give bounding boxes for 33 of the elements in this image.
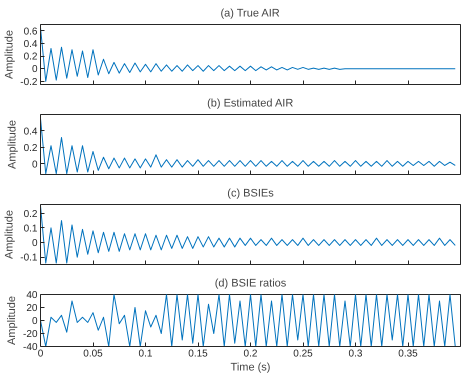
- chart-title: (a) True AIR: [220, 8, 280, 20]
- y-tick-label: 0: [32, 316, 38, 327]
- y-tick-label: 0.4: [24, 126, 38, 138]
- x-tick-label: 0.1: [138, 348, 153, 360]
- x-axis-title: Time (s): [230, 362, 270, 374]
- x-tick-label: 0.2: [244, 348, 258, 360]
- x-tick-label: 0.35: [398, 348, 418, 360]
- y-tick-label: 0: [32, 64, 38, 76]
- chart-title: (c) BSIEs: [227, 188, 274, 200]
- y-tick-label: 0: [32, 159, 38, 170]
- y-tick-label: 0.1: [24, 223, 38, 234]
- y-tick-label: 0.4: [24, 38, 38, 50]
- x-tick-label: 0.3: [348, 348, 363, 360]
- y-axis-title: Amplitude: [3, 210, 16, 259]
- y-tick-label: -0.2: [20, 76, 38, 88]
- y-tick-label: 20: [26, 303, 38, 314]
- y-axis-title: Amplitude: [6, 120, 19, 169]
- chart-title: (d) BSIE ratios: [214, 278, 287, 290]
- y-tick-label: 0.2: [24, 52, 38, 63]
- y-tick-label: 0.2: [24, 208, 38, 220]
- y-tick-label: -20: [23, 329, 38, 340]
- y-tick-label: 0: [32, 238, 38, 250]
- y-tick-label: 0.6: [24, 26, 38, 38]
- y-tick-label: -0.1: [20, 252, 38, 264]
- x-tick-label: 0.15: [188, 348, 208, 360]
- y-axis-title: Amplitude: [3, 30, 16, 79]
- x-tick-label: 0.05: [83, 348, 104, 360]
- chart-title: (b) Estimated AIR: [207, 98, 294, 110]
- y-tick-label: -40: [23, 342, 38, 353]
- y-tick-label: 0.2: [24, 142, 38, 154]
- x-tick-label: 0.25: [293, 348, 314, 360]
- y-axis-title: Amplitude: [6, 296, 18, 345]
- y-tick-label: 40: [26, 290, 38, 301]
